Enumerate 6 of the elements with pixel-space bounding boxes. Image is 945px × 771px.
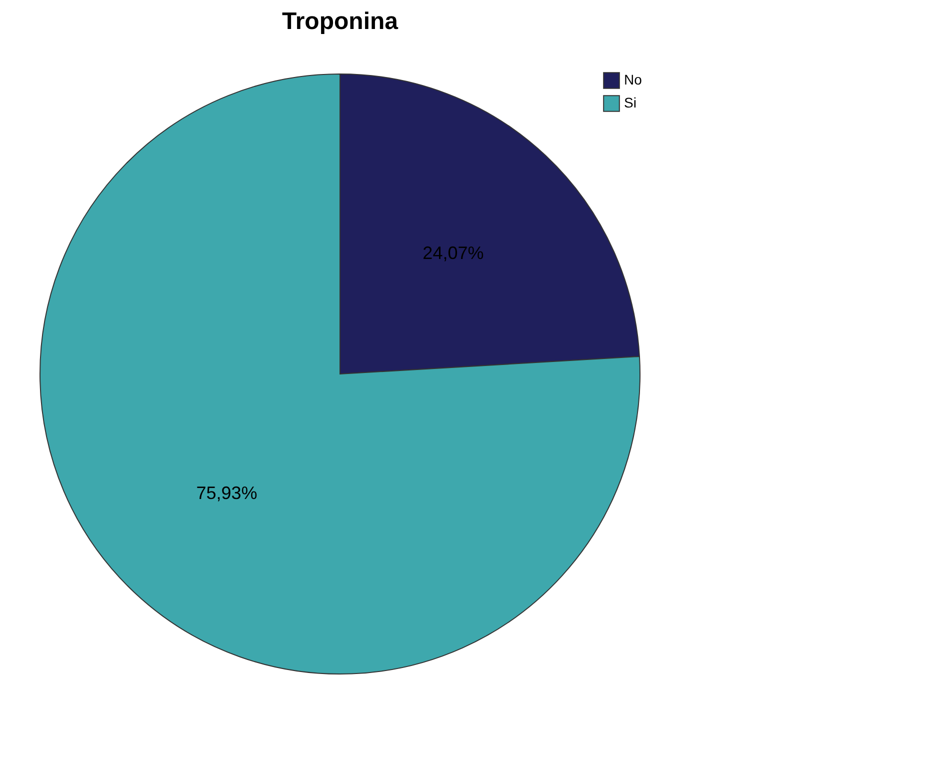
legend-label: Si bbox=[624, 94, 636, 110]
pie-slice bbox=[40, 74, 640, 674]
data-label: 24,07% bbox=[422, 242, 484, 263]
chart-title: Troponina bbox=[282, 8, 399, 35]
data-label: 75,93% bbox=[196, 483, 258, 504]
legend-label: No bbox=[624, 72, 642, 88]
